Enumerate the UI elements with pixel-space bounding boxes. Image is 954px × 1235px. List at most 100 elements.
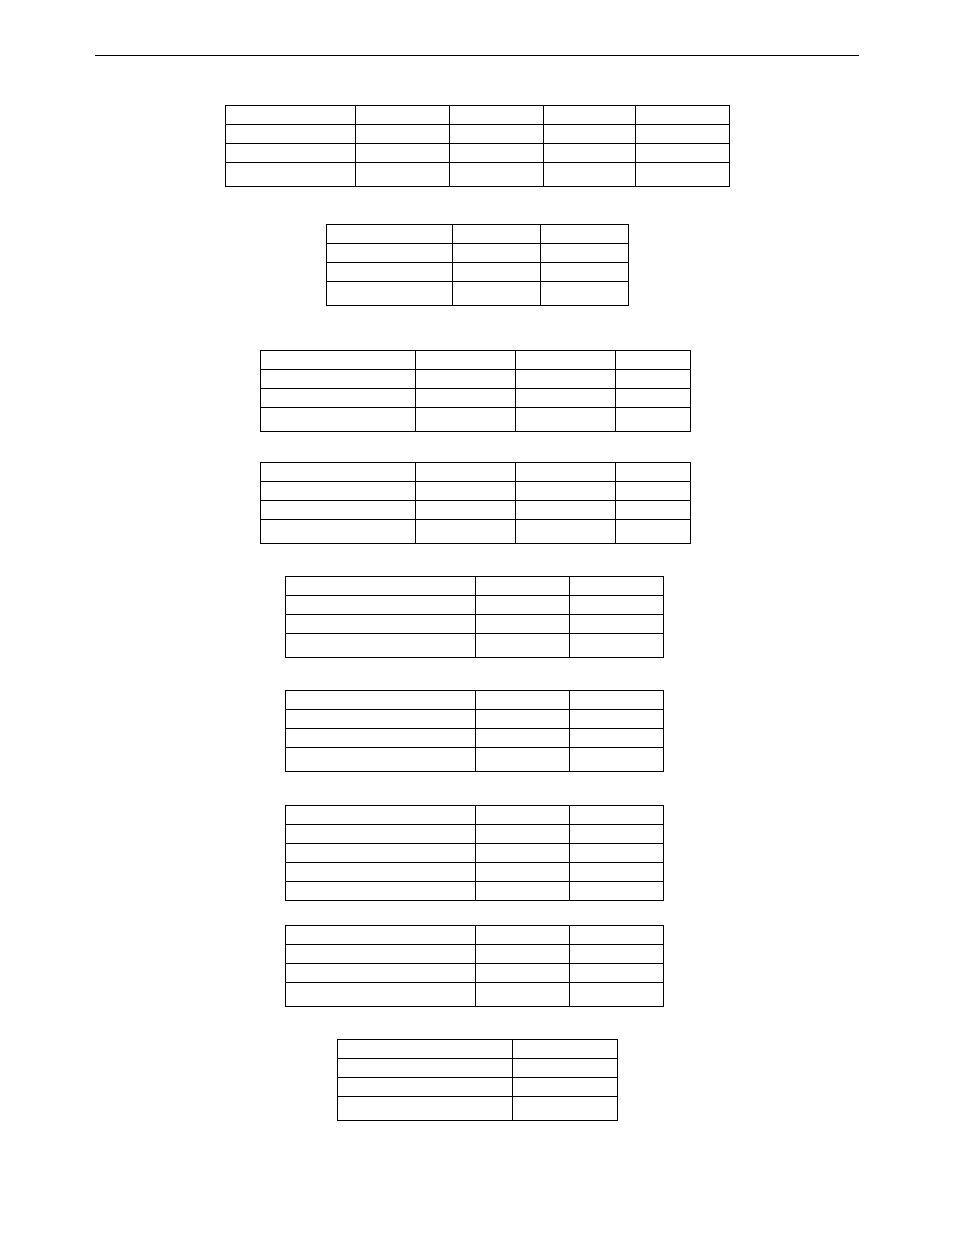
table-cell — [513, 1097, 618, 1121]
table-cell — [416, 501, 516, 520]
table-cell — [570, 863, 664, 882]
table-row — [338, 1059, 618, 1078]
table-cell — [226, 106, 356, 125]
table-cell — [616, 370, 691, 389]
table-t4 — [260, 462, 691, 544]
table-row — [338, 1040, 618, 1059]
table-cell — [513, 1040, 618, 1059]
table-cell — [450, 144, 544, 163]
table-row — [286, 748, 664, 772]
table-cell — [261, 370, 416, 389]
table-cell — [226, 163, 356, 187]
table-row — [327, 282, 629, 306]
table-cell — [616, 482, 691, 501]
table-cell — [286, 926, 476, 945]
table-row — [261, 463, 691, 482]
table-row — [286, 596, 664, 615]
table-cell — [261, 408, 416, 432]
table-cell — [286, 634, 476, 658]
table-cell — [544, 125, 636, 144]
table-cell — [541, 282, 629, 306]
table-row — [286, 863, 664, 882]
table-cell — [616, 389, 691, 408]
table-row — [261, 501, 691, 520]
table-row — [226, 106, 730, 125]
table-cell — [356, 163, 450, 187]
table-cell — [286, 945, 476, 964]
table-cell — [570, 615, 664, 634]
table-cell — [476, 577, 570, 596]
table-cell — [616, 501, 691, 520]
table-cell — [261, 501, 416, 520]
table-row — [261, 351, 691, 370]
table-cell — [286, 729, 476, 748]
table-cell — [570, 577, 664, 596]
table-cell — [570, 691, 664, 710]
table-cell — [338, 1040, 513, 1059]
table-cell — [416, 520, 516, 544]
table-cell — [327, 263, 453, 282]
table-cell — [261, 463, 416, 482]
table-cell — [570, 964, 664, 983]
table-cell — [476, 634, 570, 658]
table-cell — [338, 1059, 513, 1078]
table-cell — [476, 615, 570, 634]
table-t3 — [260, 350, 691, 432]
table-cell — [226, 144, 356, 163]
table-cell — [476, 964, 570, 983]
table-row — [286, 710, 664, 729]
table-cell — [453, 244, 541, 263]
table-cell — [476, 596, 570, 615]
table-cell — [570, 926, 664, 945]
table-cell — [286, 863, 476, 882]
table-row — [338, 1078, 618, 1097]
table-cell — [453, 282, 541, 306]
table-cell — [570, 710, 664, 729]
table-cell — [286, 825, 476, 844]
table-cell — [636, 144, 730, 163]
table-row — [286, 844, 664, 863]
table-t9 — [337, 1039, 618, 1121]
table-cell — [544, 106, 636, 125]
table-cell — [636, 106, 730, 125]
table-cell — [541, 263, 629, 282]
table-row — [261, 370, 691, 389]
table-row — [261, 389, 691, 408]
table-cell — [513, 1059, 618, 1078]
table-row — [261, 482, 691, 501]
table-cell — [570, 825, 664, 844]
table-row — [286, 926, 664, 945]
table-row — [286, 729, 664, 748]
table-t5 — [285, 576, 664, 658]
table-row — [286, 577, 664, 596]
table-cell — [544, 144, 636, 163]
table-cell — [416, 463, 516, 482]
table-cell — [476, 748, 570, 772]
table-cell — [286, 964, 476, 983]
table-cell — [286, 844, 476, 863]
table-cell — [476, 806, 570, 825]
horizontal-rule — [95, 55, 859, 56]
table-cell — [476, 863, 570, 882]
table-row — [286, 945, 664, 964]
table-cell — [516, 370, 616, 389]
table-cell — [453, 263, 541, 282]
table-cell — [570, 882, 664, 901]
table-cell — [636, 125, 730, 144]
table-row — [226, 144, 730, 163]
table-cell — [476, 926, 570, 945]
table-cell — [616, 520, 691, 544]
table-cell — [616, 351, 691, 370]
table-cell — [516, 520, 616, 544]
table-cell — [570, 844, 664, 863]
table-cell — [261, 389, 416, 408]
table-cell — [356, 125, 450, 144]
table-t7 — [285, 805, 664, 901]
table-row — [226, 163, 730, 187]
table-row — [286, 634, 664, 658]
table-row — [327, 225, 629, 244]
table-cell — [286, 748, 476, 772]
table-cell — [453, 225, 541, 244]
table-cell — [570, 983, 664, 1007]
table-row — [286, 825, 664, 844]
